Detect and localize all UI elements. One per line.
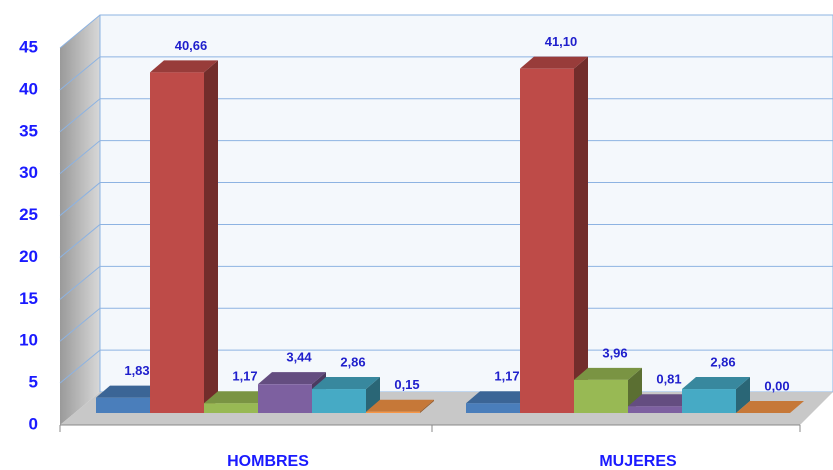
y-tick-label: 10 (19, 331, 38, 350)
grid-line (59, 140, 101, 175)
y-tick-label: 20 (19, 247, 38, 266)
bar-top (150, 60, 218, 73)
bar-top (628, 394, 696, 407)
bar (204, 403, 258, 413)
bar (96, 397, 150, 413)
y-tick-label: 25 (19, 205, 38, 224)
value-label: 1,17 (232, 369, 257, 384)
y-tick-label: 40 (19, 79, 38, 98)
value-label: 41,10 (545, 34, 578, 49)
bar-top (520, 56, 588, 69)
bar (258, 384, 312, 413)
value-label: 1,83 (124, 363, 149, 378)
y-tick-label: 45 (19, 37, 38, 56)
value-label: 2,86 (340, 354, 365, 369)
y-tick-label: 0 (29, 414, 38, 433)
y-tick-label: 35 (19, 121, 38, 140)
bar-side (420, 399, 434, 413)
y-tick-label: 15 (19, 289, 38, 308)
value-label: 3,96 (602, 345, 627, 360)
bars (96, 56, 804, 413)
bar-top (258, 372, 326, 385)
grid (59, 14, 833, 384)
grid-line (59, 307, 101, 342)
bar-top (366, 399, 434, 412)
bar-side (574, 56, 588, 413)
bar (150, 72, 204, 413)
bar (628, 406, 682, 413)
x-tick-label: HOMBRES (227, 453, 309, 470)
grid-line (59, 224, 101, 258)
grid-line (59, 182, 101, 216)
value-label: 0,15 (394, 377, 419, 392)
grid-line (59, 98, 101, 133)
value-label: 3,44 (286, 350, 312, 365)
y-tick-label: 5 (29, 373, 38, 392)
y-tick-label: 30 (19, 163, 38, 182)
bar-top (736, 401, 804, 413)
bar-side (736, 377, 750, 413)
bar (466, 403, 520, 413)
bar (312, 389, 366, 413)
value-label: 0,81 (656, 372, 681, 387)
bar-side (366, 377, 380, 413)
bar-top (312, 377, 380, 390)
value-label: 40,66 (175, 38, 208, 53)
bar (366, 411, 420, 413)
bar-side (204, 60, 218, 413)
grid-line (59, 265, 101, 300)
side-wall (60, 15, 100, 425)
x-tick-label: MUJERES (599, 453, 677, 470)
bar-top (204, 391, 272, 404)
bar-top (96, 385, 164, 398)
bar-top (466, 391, 534, 404)
bar (682, 389, 736, 413)
bar-top (574, 367, 642, 380)
bar (574, 379, 628, 413)
grid-line (59, 349, 101, 384)
bar (520, 68, 574, 413)
grid-line (59, 14, 101, 49)
value-label: 2,86 (710, 354, 735, 369)
value-label: 1,17 (494, 369, 519, 384)
value-label: 0,00 (764, 378, 789, 393)
bar-top (682, 377, 750, 390)
grid-line (59, 56, 101, 91)
